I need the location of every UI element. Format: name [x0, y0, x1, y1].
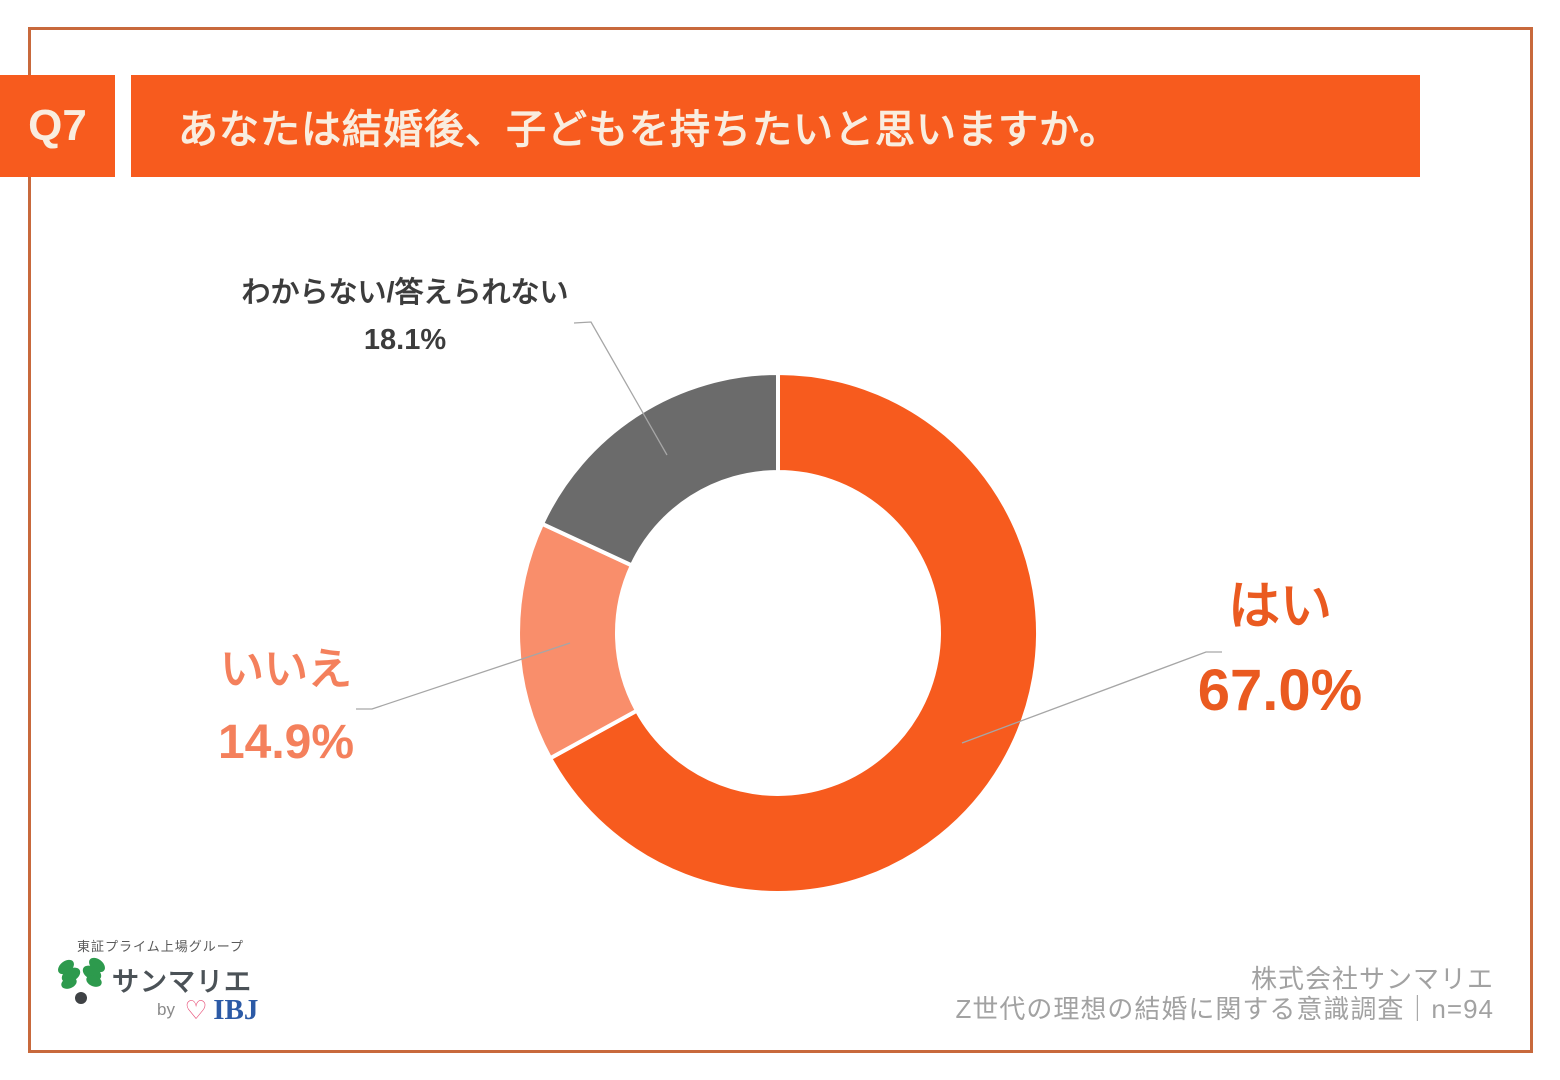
logo-by-label: by [157, 1000, 175, 1019]
callout-no-label: いいえ [220, 645, 352, 694]
donut-segment-1 [548, 371, 1040, 895]
callout-yes-value: 67.0% [1197, 658, 1363, 723]
callout-unknown-value: 18.1% [363, 324, 447, 356]
callout-no: いいえ 14.9% [136, 642, 436, 771]
callout-yes: はい 67.0% [1100, 576, 1460, 722]
logo-brand-text: サンマリエ [112, 967, 252, 997]
question-number-badge: Q7 [0, 75, 115, 177]
donut-segment-3 [540, 371, 780, 568]
sunmarie-logo: 東証プライム上場グループ サンマリエ by ♡ IBJ [55, 930, 265, 1030]
leader-line-unknown [573, 321, 668, 456]
source-survey: Z世代の理想の結婚に関する意識調査｜n=94 [955, 994, 1494, 1024]
callout-unknown-label: わからない/答えられない [241, 277, 569, 309]
question-title: あなたは結婚後、子どもを持ちたいと思いますか。 [178, 108, 1121, 152]
callout-unknown: わからない/答えられない 18.1% [180, 276, 630, 357]
question-title-bar: あなたは結婚後、子どもを持ちたいと思いますか。 [131, 75, 1420, 177]
logo-group-label: 東証プライム上場グループ [77, 939, 244, 954]
heart-icon: ♡ [184, 995, 208, 1025]
callout-no-value: 14.9% [217, 716, 355, 769]
logo-by-line: by ♡ IBJ [157, 994, 258, 1027]
source-attribution: 株式会社サンマリエ Z世代の理想の結婚に関する意識調査｜n=94 [956, 964, 1494, 1024]
source-company: 株式会社サンマリエ [1250, 964, 1494, 994]
leaf-icon [58, 957, 105, 1004]
slide-frame-border [28, 27, 1533, 1053]
logo-partner-text: IBJ [213, 994, 259, 1026]
leader-line-no [356, 642, 571, 710]
question-number: Q7 [28, 101, 87, 150]
leader-line-yes [961, 651, 1222, 744]
callout-yes-label: はい [1227, 578, 1332, 636]
